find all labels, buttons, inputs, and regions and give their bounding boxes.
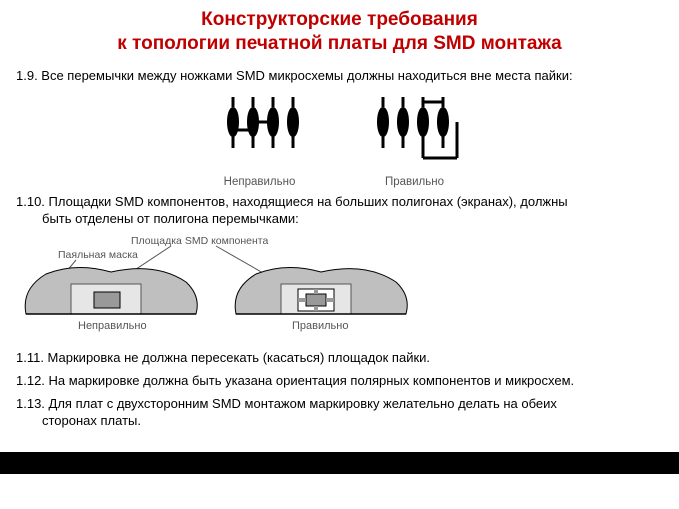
item-1-9: 1.9. Все перемычки между ножками SMD мик… <box>16 68 663 85</box>
item-1-10-line-1: 1.10. Площадки SMD компонентов, находящи… <box>16 194 568 209</box>
svg-polygon: Площадка SMD компонента Паяльная маска Н… <box>16 234 426 344</box>
title-line-1: Конструкторские требования <box>201 9 478 30</box>
caption-legs-wrong: Неправильно <box>224 176 296 188</box>
footer-bar <box>0 452 679 474</box>
svg-legs-wrong <box>215 92 305 172</box>
item-1-13-line-1: 1.13. Для плат с двухсторонним SMD монта… <box>16 396 557 411</box>
figure-polygon-wrap: Площадка SMD компонента Паяльная маска Н… <box>16 234 663 344</box>
page-title: Конструкторские требования к топологии п… <box>16 8 663 56</box>
item-1-13-line-2: сторонах платы. <box>16 413 141 428</box>
svg-legs-right <box>365 92 465 172</box>
item-1-10-line-2: быть отделены от полигона перемычками: <box>16 211 299 226</box>
label-pad-text: Площадка SMD компонента <box>131 235 268 247</box>
figure-legs: Неправильно <box>16 92 663 188</box>
caption-poly-wrong: Неправильно <box>78 320 147 332</box>
label-mask-text: Паяльная маска <box>58 249 138 261</box>
item-1-11: 1.11. Маркировка не должна пересекать (к… <box>16 350 663 367</box>
title-line-2: к топологии печатной платы для SMD монта… <box>117 33 562 54</box>
item-1-10: 1.10. Площадки SMD компонентов, находящи… <box>16 194 663 228</box>
caption-legs-right: Правильно <box>385 176 444 188</box>
item-1-12: 1.12. На маркировке должна быть указана … <box>16 373 663 390</box>
figure-legs-right: Правильно <box>365 92 465 188</box>
figure-legs-wrong: Неправильно <box>215 92 305 188</box>
caption-poly-right: Правильно <box>292 320 348 332</box>
item-1-13: 1.13. Для плат с двухсторонним SMD монта… <box>16 396 663 430</box>
